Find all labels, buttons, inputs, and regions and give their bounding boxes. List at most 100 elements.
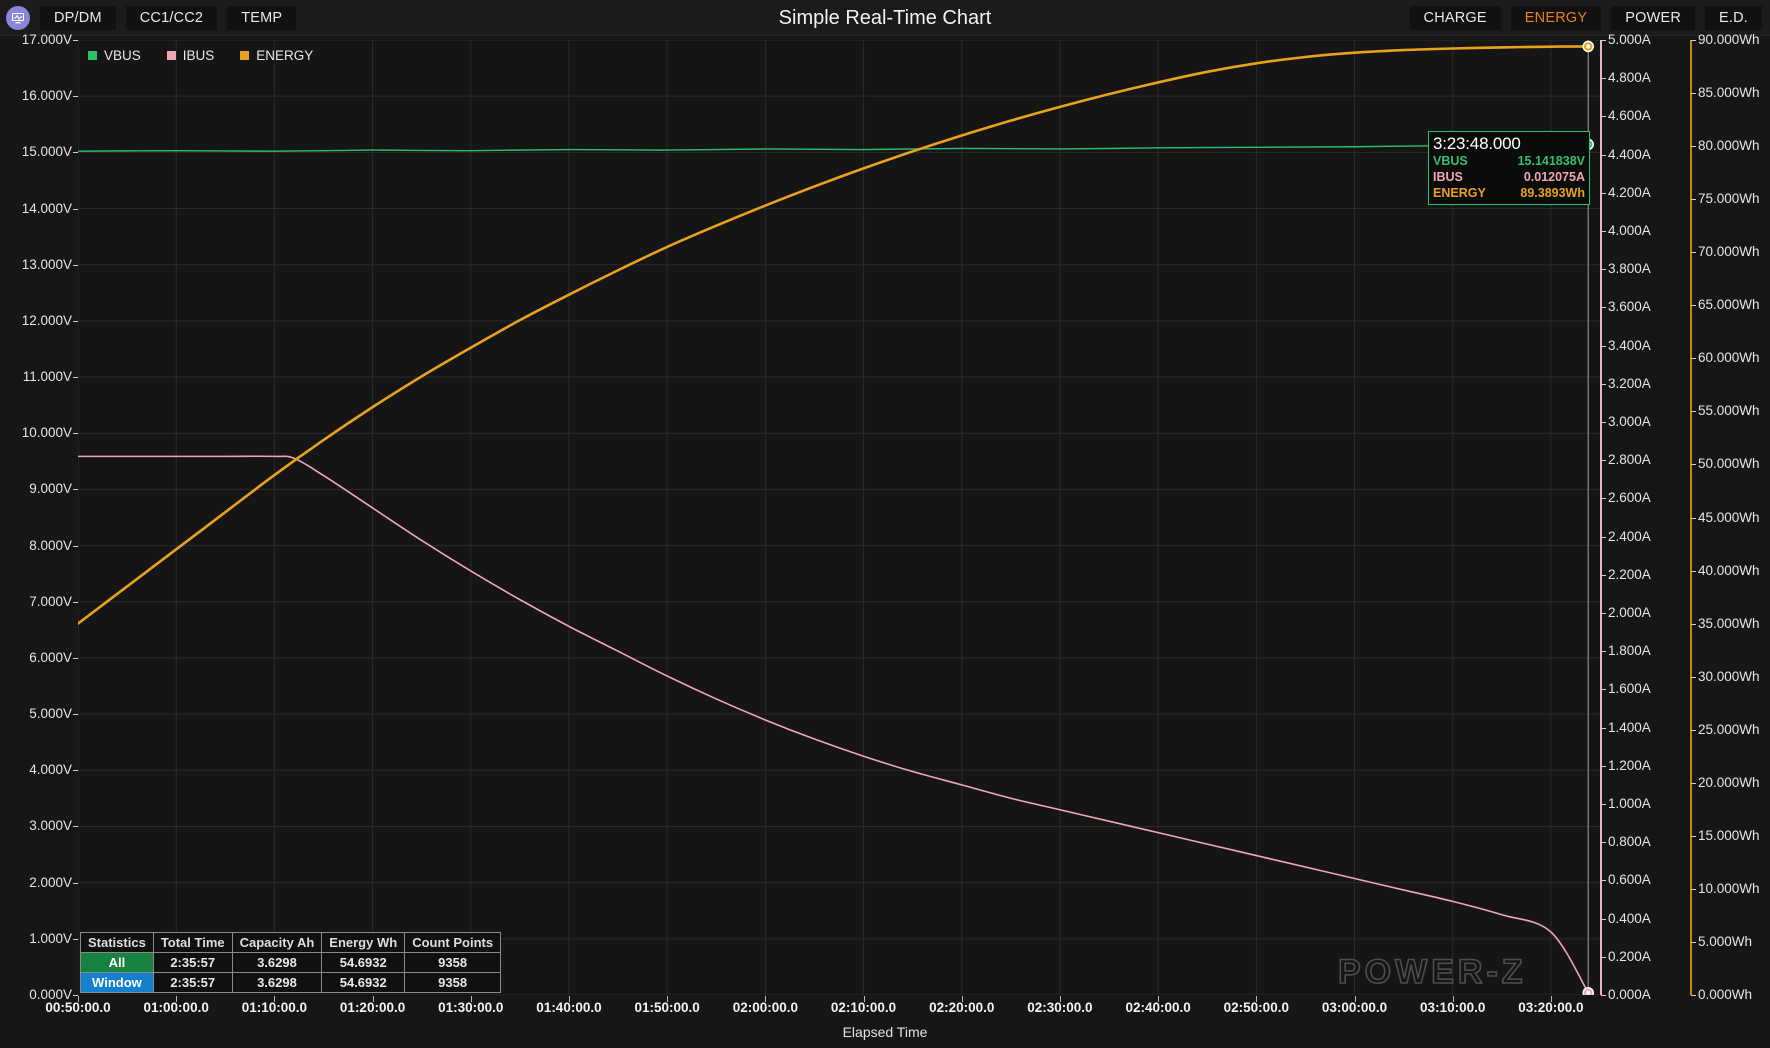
statistics-row: All 2:35:57 3.6298 54.6932 9358 — [80, 952, 502, 973]
x-tick-label: 02:20:00.0 — [929, 1000, 995, 1015]
statistics-body: All 2:35:57 3.6298 54.6932 9358 Window 2:35:57… — [80, 952, 502, 993]
current-tick-label: 0.200A — [1608, 948, 1651, 964]
voltage-tick — [73, 264, 78, 266]
energy-tick — [1691, 305, 1696, 307]
current-tick-label: 0.600A — [1608, 872, 1651, 888]
current-tick — [1601, 804, 1606, 805]
voltage-tick-label: 8.000V — [29, 537, 72, 553]
statistics-row: Window 2:35:57 3.6298 54.6932 9358 — [80, 972, 502, 993]
current-axis-line — [1600, 40, 1602, 995]
energy-tick-label: 80.000Wh — [1698, 138, 1760, 154]
voltage-tick — [73, 826, 78, 828]
x-tick — [667, 996, 669, 1002]
current-tick — [1601, 727, 1606, 729]
x-tick-label: 02:30:00.0 — [1027, 1000, 1093, 1015]
legend-energy-swatch — [240, 50, 250, 60]
statistics-table: Statistics Total Time Capacity Ah Energy Wh… — [80, 932, 502, 993]
chart-plot-area[interactable] — [78, 40, 1600, 995]
voltage-tick — [73, 489, 78, 491]
voltage-tick — [73, 545, 78, 547]
tooltip-key-energy: ENERGY — [1433, 186, 1486, 200]
tab-charge[interactable]: CHARGE — [1409, 6, 1501, 30]
x-tick — [1256, 996, 1258, 1002]
row-capacity: 3.6298 — [231, 952, 323, 973]
x-tick-label: 01:00:00.0 — [143, 1000, 209, 1015]
current-tick-label: 2.600A — [1608, 490, 1651, 506]
energy-tick-label: 30.000Wh — [1698, 668, 1760, 684]
x-tick-label: 01:10:00.0 — [241, 1000, 308, 1015]
current-tick — [1601, 422, 1606, 423]
toolbar: DP/DM CC1/CC2 TEMP Simple Real-Time Chart … — [0, 0, 1770, 36]
voltage-tick-label: 4.000V — [29, 762, 72, 778]
energy-tick — [1691, 835, 1696, 837]
chart-legend: VBUS IBUS ENERGY — [88, 45, 339, 65]
x-tick-label: 01:20:00.0 — [339, 1000, 406, 1015]
legend-ibus[interactable]: IBUS — [166, 48, 214, 63]
current-tick-label: 0.800A — [1608, 834, 1651, 850]
current-tick — [1601, 880, 1606, 882]
current-tick — [1601, 498, 1606, 500]
tab-energy[interactable]: ENERGY — [1510, 6, 1602, 30]
energy-tick — [1691, 411, 1696, 413]
tab-power[interactable]: POWER — [1611, 6, 1695, 30]
tooltip-row-energy: ENERGY 89.3893Wh — [1433, 185, 1585, 201]
current-tick-label: 3.600A — [1608, 299, 1651, 315]
current-tick-label: 1.800A — [1608, 643, 1651, 659]
waveform-monitor-icon[interactable] — [6, 5, 30, 30]
end-marker-core-energy — [1586, 44, 1591, 49]
tab-cc1-cc2[interactable]: CC1/CC2 — [125, 5, 218, 30]
energy-tick-label: 85.000Wh — [1698, 85, 1760, 101]
x-tick — [863, 996, 865, 1002]
current-tick — [1601, 574, 1606, 576]
legend-vbus[interactable]: VBUS — [88, 48, 141, 63]
statistics-header-3: Energy Wh — [321, 932, 406, 953]
current-tick — [1601, 842, 1606, 844]
x-tick-label: 02:50:00.0 — [1223, 1000, 1289, 1015]
energy-tick — [1691, 93, 1696, 95]
voltage-tick-label: 15.000V — [21, 144, 72, 160]
tab-ed[interactable]: E.D. — [1705, 6, 1762, 30]
energy-tick-label: 75.000Wh — [1698, 191, 1760, 207]
row-total-time: 2:35:57 — [152, 972, 233, 993]
current-tick — [1601, 192, 1606, 194]
energy-tick-label: 65.000Wh — [1698, 297, 1760, 313]
current-tick-label: 2.800A — [1608, 452, 1651, 468]
row-energy: 54.6932 — [321, 952, 406, 973]
tooltip-value-ibus: 0.012075A — [1523, 170, 1585, 184]
energy-tick-label: 90.000Wh — [1698, 32, 1760, 47]
energy-tick — [1691, 782, 1696, 784]
row-energy: 54.6932 — [321, 972, 406, 993]
row-count-points: 9358 — [404, 952, 502, 973]
voltage-tick — [73, 208, 78, 210]
energy-tick — [1691, 146, 1696, 148]
current-tick-label: 4.000A — [1608, 223, 1651, 238]
legend-energy[interactable]: ENERGY — [240, 48, 313, 63]
current-tick-label: 3.200A — [1608, 375, 1651, 391]
energy-tick-label: 5.000Wh — [1698, 933, 1753, 949]
energy-tick-label: 10.000Wh — [1698, 880, 1760, 896]
x-tick — [372, 996, 374, 1002]
tab-dp-dm[interactable]: DP/DM — [40, 5, 116, 30]
tab-temp[interactable]: TEMP — [227, 5, 297, 30]
statistics-header-0: Statistics — [80, 932, 154, 953]
voltage-tick-label: 6.000V — [29, 649, 72, 665]
energy-tick — [1691, 623, 1696, 625]
current-tick — [1601, 651, 1606, 653]
legend-vbus-label: VBUS — [104, 47, 141, 63]
x-tick — [1059, 996, 1061, 1002]
x-tick — [961, 996, 963, 1002]
voltage-tick — [73, 433, 78, 435]
x-tick-label: 03:10:00.0 — [1420, 1000, 1486, 1015]
voltage-tick — [73, 152, 78, 154]
current-tick — [1601, 765, 1606, 767]
voltage-tick-label: 7.000V — [29, 593, 72, 609]
voltage-tick-label: 16.000V — [21, 88, 72, 104]
x-tick-label: 00:50:00.0 — [45, 1000, 111, 1015]
energy-tick — [1691, 888, 1696, 890]
x-tick — [1452, 996, 1454, 1002]
voltage-tick-label: 3.000V — [29, 818, 72, 834]
x-tick — [274, 996, 276, 1002]
voltage-tick — [73, 377, 78, 379]
voltage-tick — [73, 320, 78, 322]
